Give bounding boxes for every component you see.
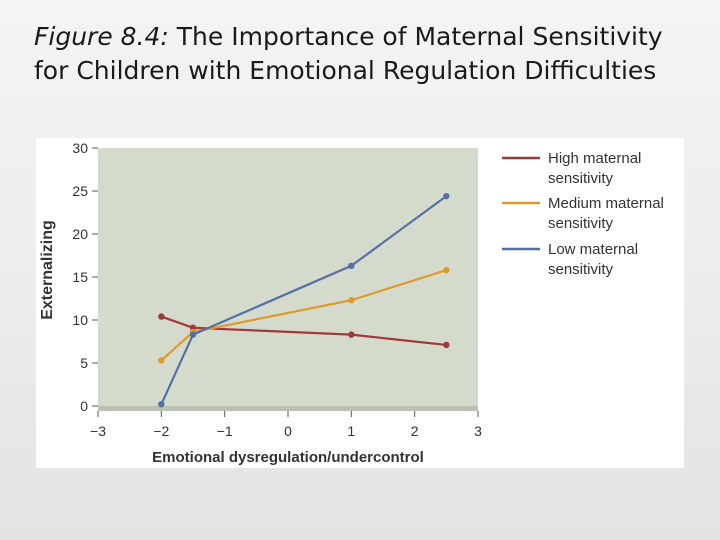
data-point-low [443,192,450,200]
data-point-low [189,331,197,338]
data-point-high [443,341,450,349]
legend-label-high: High maternal [548,150,641,167]
slide-title: Figure 8.4: The Importance of Maternal S… [34,20,704,88]
series-line-low [160,195,447,405]
legend: High maternal sensitivity Medium maternal s… [502,150,664,278]
data-point-medium [443,266,450,274]
figure-label: Figure 8.4: [34,22,169,51]
plot-area [98,148,478,411]
legend-label-low: Low maternal [548,241,638,258]
data-point-high [158,313,165,320]
y-tick-label: 0 [80,398,88,414]
data-point-high [348,331,355,338]
y-axis-title: Externalizing [39,220,56,320]
data-point-low [158,401,165,408]
series-line-medium [160,269,447,362]
y-tick-label: 20 [72,226,88,242]
y-tick-label: 15 [72,269,88,285]
y-tick-label: 25 [72,183,88,199]
legend-label-medium: Medium maternal [548,195,664,212]
data-point-medium [348,297,355,304]
data-point-low [348,262,355,270]
figure-title: The Importance of Maternal Sensitivity f… [34,22,663,85]
x-tick-label: 2 [411,423,419,439]
x-tick-label: 3 [474,423,482,439]
x-tick-label: 0 [284,423,292,439]
x-tick-label: 1 [347,423,355,439]
axes: 0 5 10 15 20 25 30 −3 −2 −1 0 1 2 3 [72,140,482,439]
series-lines [158,192,450,408]
x-tick-label: −3 [90,423,106,439]
line-chart: 0 5 10 15 20 25 30 −3 −2 −1 0 1 2 3 High maternal sens… [39,140,664,466]
x-tick-label: −1 [217,423,233,439]
y-tick-label: 5 [80,355,88,371]
x-axis-title: Emotional dysregulation/undercontrol [152,449,424,466]
y-tick-label: 10 [72,312,88,328]
figure-panel: 0 5 10 15 20 25 30 −3 −2 −1 0 1 2 3 High maternal sens… [36,138,684,468]
legend-label-low: sensitivity [548,261,614,278]
x-tick-label: −2 [153,423,169,439]
plot-baseline [98,406,478,411]
series-line-high [160,315,447,347]
legend-label-high: sensitivity [548,170,614,187]
y-tick-label: 30 [72,140,88,156]
legend-label-medium: sensitivity [548,215,614,232]
data-point-medium [158,357,165,364]
